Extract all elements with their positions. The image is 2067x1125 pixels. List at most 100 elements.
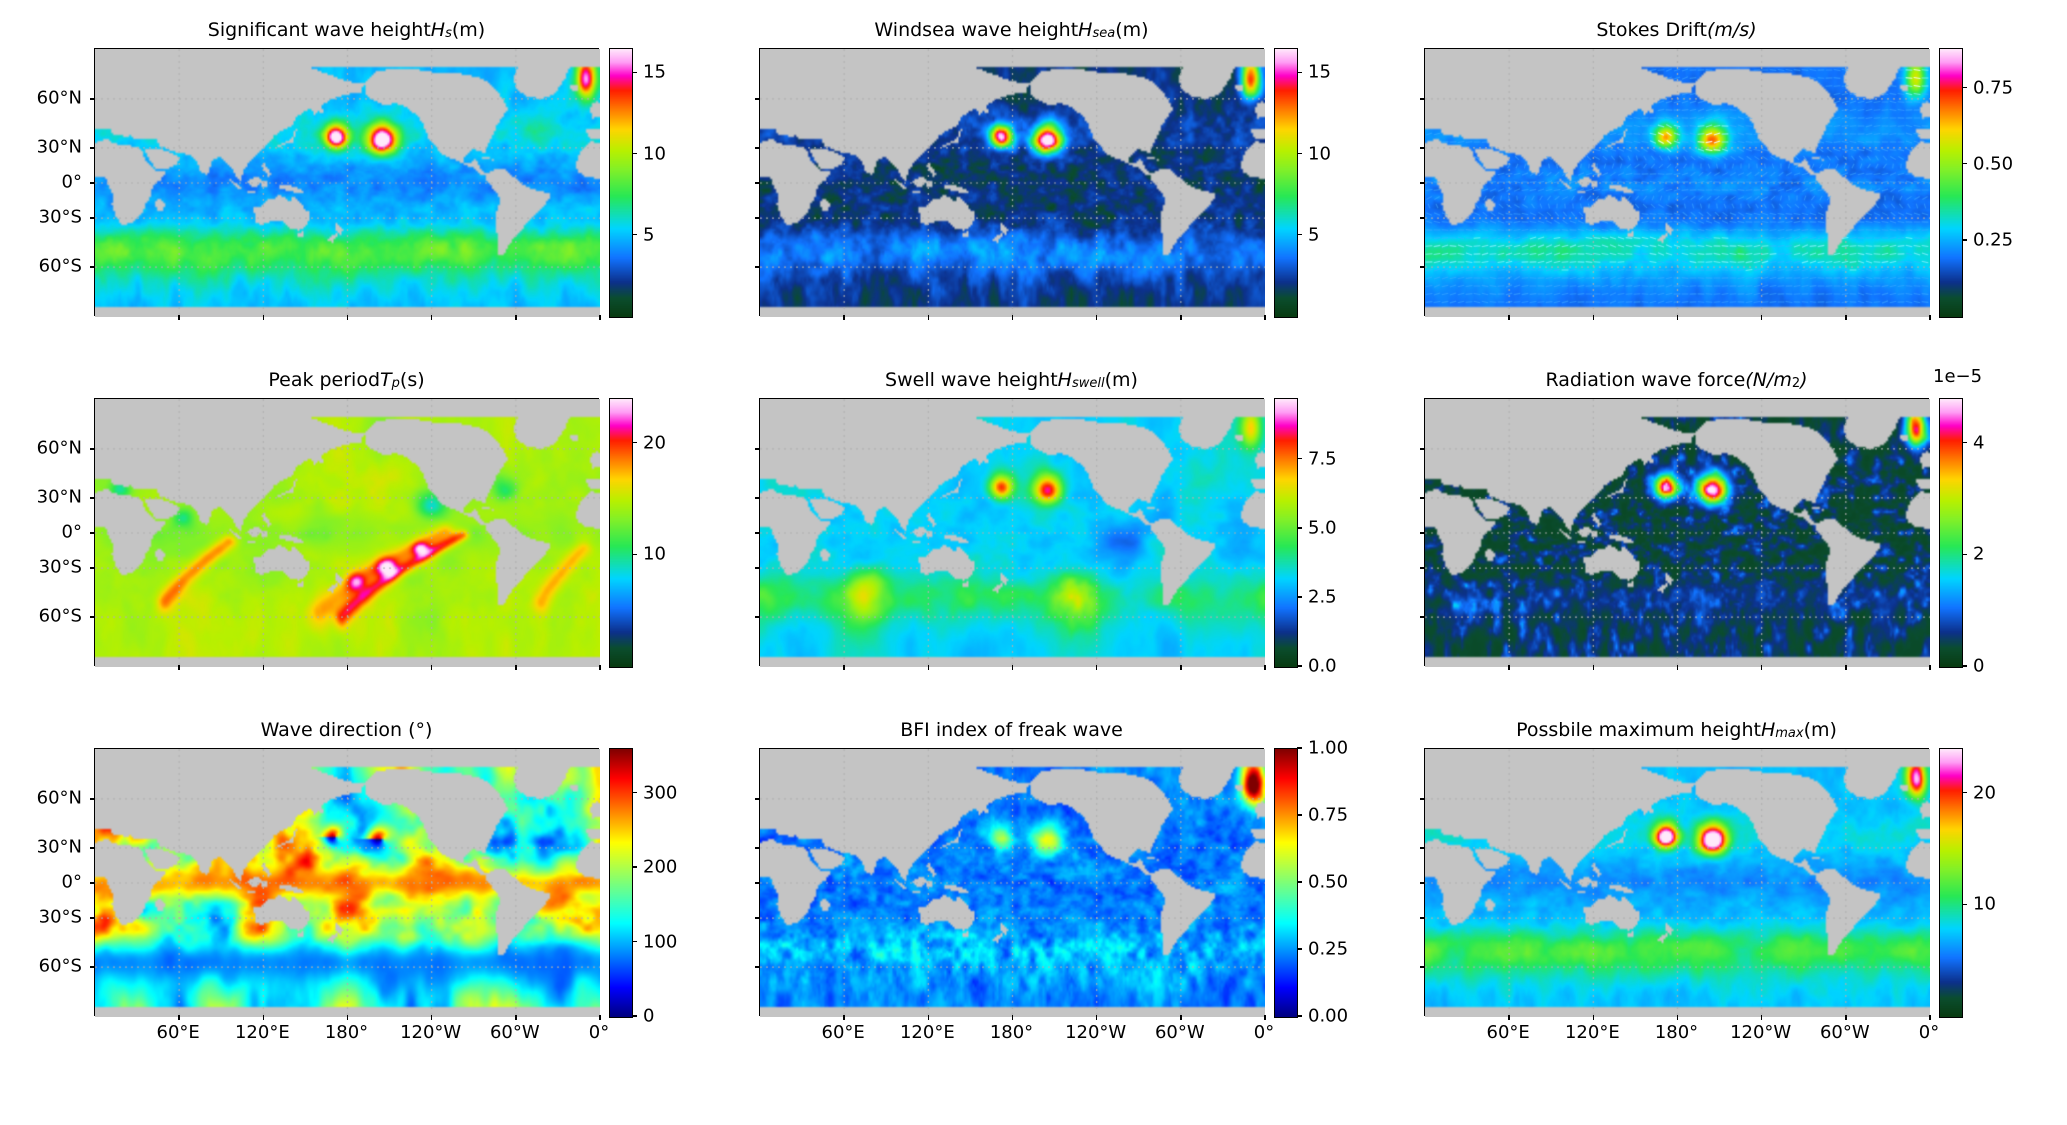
y-tick-mark [755,567,760,569]
title-part: Swell wave height [885,369,1058,391]
y-tick-label: 60°S [38,955,82,977]
colorbar-tick-mark [1297,71,1302,74]
colorbar-tick-label: 20 [643,432,666,454]
x-tick-label: 60°E [156,1022,200,1043]
panel-title: Wave direction (°) [94,710,599,748]
y-tick-mark [1420,917,1425,919]
y-tick-mark [90,917,95,919]
x-tick-mark [1845,315,1847,320]
colorbar-tick-label: 0.75 [1308,804,1349,826]
colorbar-tick-mark [1962,553,1967,556]
x-tick-label: 120°E [899,1022,955,1043]
panel-stokes: Stokes Drift (m/s) 0.25 0.50 0.75 [1398,10,2037,324]
x-tick-mark [1592,315,1595,320]
y-tick-mark [755,798,760,800]
x-tick-mark [1929,665,1931,670]
colorbar-tick-mark [1297,881,1302,883]
panel-title: Stokes Drift (m/s) [1424,10,1929,48]
panel-title: Radiation wave force (N/m 2) [1424,360,1929,398]
colorbar [1274,48,1298,318]
y-tick-mark [90,532,95,534]
colorbar [609,748,633,1018]
colorbar-tick-mark [1297,152,1302,155]
map-canvas [1425,399,1930,667]
map-canvas [760,399,1265,667]
colorbar-column: 10 20 [599,398,707,668]
y-tick-mark [1420,266,1425,268]
x-tick-mark [1180,665,1182,670]
x-tick-mark [346,665,349,670]
y-tick-mark [755,966,760,968]
colorbar-column: 10 20 [1929,748,2037,1018]
x-tick-mark [178,315,180,320]
x-tick-mark [1095,1015,1098,1020]
x-tick-label: 60°E [821,1022,865,1043]
x-tick-label: 120°E [1564,1022,1620,1043]
x-tick-mark [843,1015,845,1020]
x-axis-labels [94,316,599,324]
y-tick-mark [755,882,760,884]
x-axis-labels [94,666,599,674]
colorbar-tick-mark [1962,163,1967,165]
colorbar-tick-label: 10 [643,143,666,165]
colorbar-tick-label: 0 [643,1005,655,1027]
title-part: ) [1800,369,1808,391]
colorbar-tick-label: 4 [1973,432,1985,454]
x-tick-mark [1011,665,1014,670]
colorbar [1939,398,1963,668]
title-part: (N/m [1745,369,1792,391]
colorbar-tick-mark [1297,1015,1302,1017]
colorbar-tick-mark [1962,665,1967,667]
colorbar-tick-mark [632,234,637,236]
y-tick-mark [1420,882,1425,884]
y-tick-mark [90,847,95,849]
x-tick-label: 120°W [400,1022,462,1043]
y-tick-label: 0° [61,521,82,543]
y-tick-mark [755,847,760,849]
colorbar-column: 0.00 0.25 0.50 0.75 1.00 [1264,738,1372,1027]
colorbar-tick-label: 5 [1308,224,1320,246]
map-canvas [760,49,1265,317]
title-part: Radiation wave force [1545,369,1746,391]
colorbar-column: 5 10 15 [599,48,707,318]
map-canvas [95,749,600,1017]
x-tick-mark [1760,315,1763,320]
y-tick-mark [1420,448,1425,450]
colorbar-tick-mark [1297,814,1302,816]
colorbar-tick-label: 10 [1308,143,1331,165]
map-plot-area [90,748,601,1020]
colorbar-tick-label: 0.25 [1973,229,2014,251]
colorbar [1939,748,1963,1018]
x-tick-label: 120°E [234,1022,290,1043]
x-tick-mark [515,665,517,670]
y-tick-label: 60°S [38,255,82,277]
title-part: sea [1092,26,1116,41]
y-tick-mark [90,217,95,219]
colorbar-column: 0 100 200 300 [599,748,707,1027]
panel-radiation: Radiation wave force (N/m 2) 0 2 4 1e−5 [1398,360,2037,677]
y-tick-mark [755,917,760,919]
y-axis-labels: 60°N 30°N 0° 30°S 60°S [30,398,94,666]
x-tick-mark [927,665,930,670]
map-canvas [1425,49,1930,317]
x-tick-mark [927,1015,930,1020]
colorbar-tick-mark [1962,441,1967,444]
colorbar-tick-mark [632,940,637,943]
map-plot-area [755,48,1266,320]
x-axis-labels: 60°E 120°E 180° 120°W 60°W 0° [94,1016,610,1050]
colorbar-tick-label: 1.00 [1308,737,1349,759]
y-tick-label: 30°S [38,906,82,928]
y-tick-mark [1420,616,1425,618]
colorbar-tick-mark [1297,234,1302,236]
colorbar-tick-label: 0 [1973,655,1985,677]
colorbar-tick-mark [632,866,637,868]
panel-title: BFI index of freak wave [759,710,1264,748]
colorbar-tick-mark [1297,948,1302,950]
map-plot-area [1420,398,1931,670]
x-tick-mark [599,665,601,670]
colorbar-column: 5 10 15 [1264,48,1372,318]
